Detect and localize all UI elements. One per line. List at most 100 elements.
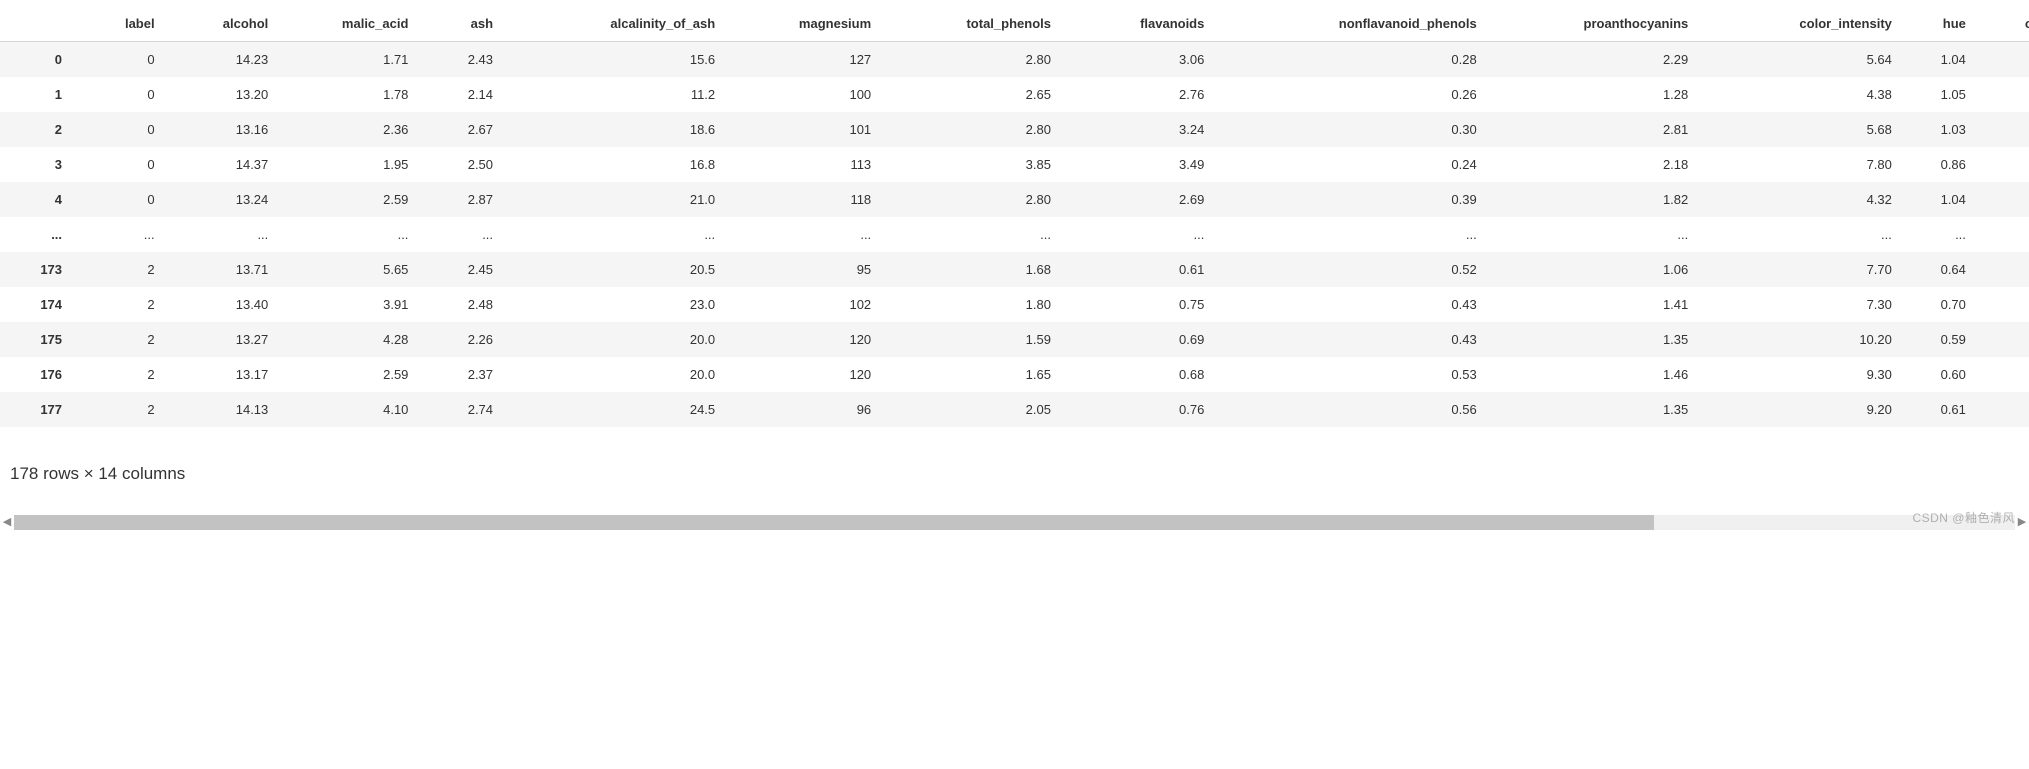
cell: 1.78 [280, 77, 420, 112]
col-header-od2: od2 [1978, 6, 2029, 42]
table-row: 175213.274.282.2620.01201.590.690.431.35… [0, 322, 2029, 357]
cell: 1.06 [1489, 252, 1701, 287]
cell: 120 [727, 322, 883, 357]
scrollbar-thumb[interactable] [14, 515, 1654, 530]
cell: 2 [74, 392, 167, 427]
dataframe-output: labelalcoholmalic_acidashalcalinity_of_a… [0, 0, 2029, 530]
cell: 2.80 [883, 182, 1063, 217]
cell: 5.68 [1700, 112, 1904, 147]
cell: 0.43 [1216, 287, 1488, 322]
dataframe-table: labelalcoholmalic_acidashalcalinity_of_a… [0, 6, 2029, 427]
col-header-hue: hue [1904, 6, 1978, 42]
cell: 4.28 [280, 322, 420, 357]
cell: 9.20 [1700, 392, 1904, 427]
cell: 100 [727, 77, 883, 112]
cell: 7.70 [1700, 252, 1904, 287]
cell: ... [883, 217, 1063, 252]
cell: 13.17 [167, 357, 281, 392]
cell: 2.74 [420, 392, 505, 427]
cell: ... [505, 217, 727, 252]
cell: 96 [727, 392, 883, 427]
cell: 0 [74, 147, 167, 182]
cell: 13.24 [167, 182, 281, 217]
cell: 11.2 [505, 77, 727, 112]
table-row: ....................................... [0, 217, 2029, 252]
cell: 1.95 [280, 147, 420, 182]
cell: 13.16 [167, 112, 281, 147]
cell [1978, 42, 2029, 78]
cell [1978, 147, 2029, 182]
cell: 2.45 [420, 252, 505, 287]
row-index: 173 [0, 252, 74, 287]
cell [1978, 77, 2029, 112]
cell [1978, 287, 2029, 322]
cell: 14.13 [167, 392, 281, 427]
cell: 0 [74, 77, 167, 112]
cell [1978, 252, 2029, 287]
cell: ... [1063, 217, 1216, 252]
cell: 3.06 [1063, 42, 1216, 78]
cell: 2.59 [280, 182, 420, 217]
cell: 118 [727, 182, 883, 217]
table-row: 3014.371.952.5016.81133.853.490.242.187.… [0, 147, 2029, 182]
cell: 2.87 [420, 182, 505, 217]
cell: 0 [74, 112, 167, 147]
cell: 20.0 [505, 322, 727, 357]
cell: 1.65 [883, 357, 1063, 392]
row-index: 175 [0, 322, 74, 357]
col-header-malic_acid: malic_acid [280, 6, 420, 42]
cell: 0.53 [1216, 357, 1488, 392]
cell: 0.30 [1216, 112, 1488, 147]
cell: 3.24 [1063, 112, 1216, 147]
cell: 13.20 [167, 77, 281, 112]
cell: 20.5 [505, 252, 727, 287]
cell: 0.28 [1216, 42, 1488, 78]
cell: 2 [74, 357, 167, 392]
cell: 1.04 [1904, 182, 1978, 217]
cell: 2.76 [1063, 77, 1216, 112]
cell: 24.5 [505, 392, 727, 427]
cell: 20.0 [505, 357, 727, 392]
cell: 7.30 [1700, 287, 1904, 322]
index-header [0, 6, 74, 42]
cell: 9.30 [1700, 357, 1904, 392]
cell: 2.43 [420, 42, 505, 78]
cell [1978, 322, 2029, 357]
cell: 21.0 [505, 182, 727, 217]
cell: 13.40 [167, 287, 281, 322]
cell: 0.69 [1063, 322, 1216, 357]
horizontal-scrollbar[interactable]: ◀ ▶ [0, 515, 2029, 530]
cell [1978, 357, 2029, 392]
cell: 0.24 [1216, 147, 1488, 182]
col-header-magnesium: magnesium [727, 6, 883, 42]
cell: 1.68 [883, 252, 1063, 287]
cell: 127 [727, 42, 883, 78]
cell: 1.59 [883, 322, 1063, 357]
cell: 101 [727, 112, 883, 147]
scroll-left-arrow-icon[interactable]: ◀ [0, 515, 14, 530]
scroll-right-arrow-icon[interactable]: ▶ [2015, 515, 2029, 530]
cell: 2.50 [420, 147, 505, 182]
cell: 1.35 [1489, 322, 1701, 357]
cell: 2 [74, 252, 167, 287]
cell: 2.80 [883, 42, 1063, 78]
cell: 4.32 [1700, 182, 1904, 217]
row-index: 177 [0, 392, 74, 427]
row-index: 3 [0, 147, 74, 182]
cell: 0.59 [1904, 322, 1978, 357]
table-row: 4013.242.592.8721.01182.802.690.391.824.… [0, 182, 2029, 217]
cell: 2.81 [1489, 112, 1701, 147]
col-header-alcohol: alcohol [167, 6, 281, 42]
cell: 23.0 [505, 287, 727, 322]
cell: 0.75 [1063, 287, 1216, 322]
cell: 2.14 [420, 77, 505, 112]
cell: 1.03 [1904, 112, 1978, 147]
cell: 0.43 [1216, 322, 1488, 357]
table-row: 176213.172.592.3720.01201.650.680.531.46… [0, 357, 2029, 392]
cell: ... [280, 217, 420, 252]
cell: 5.65 [280, 252, 420, 287]
cell [1978, 392, 2029, 427]
cell: 2.59 [280, 357, 420, 392]
row-index: 176 [0, 357, 74, 392]
cell: 2 [74, 322, 167, 357]
